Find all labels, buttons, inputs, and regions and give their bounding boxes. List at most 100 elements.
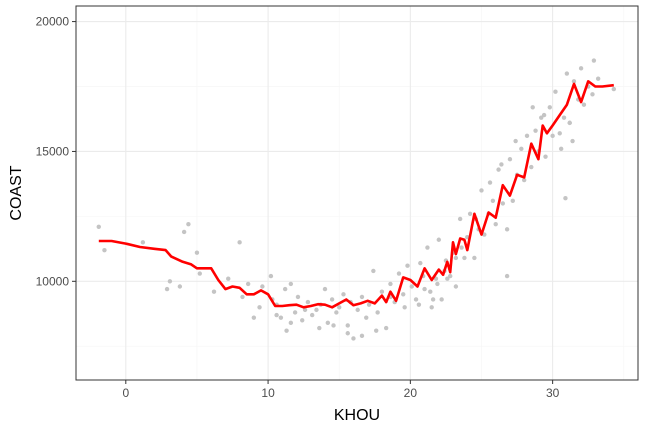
data-point: [140, 240, 146, 245]
data-point: [211, 289, 217, 294]
data-point: [345, 331, 350, 336]
data-point: [388, 281, 393, 287]
y-axis-ticks: 10000 15000 20000: [36, 15, 76, 288]
data-point: [581, 102, 587, 107]
data-point: [371, 268, 376, 274]
data-point: [524, 133, 530, 139]
data-point: [177, 284, 183, 289]
data-point: [226, 276, 231, 281]
data-point: [504, 273, 510, 279]
data-point: [274, 312, 279, 318]
x-tick-label: 30: [546, 386, 560, 400]
data-point: [519, 146, 524, 152]
data-point: [487, 180, 493, 185]
x-tick-label: 0: [122, 386, 129, 400]
data-point: [428, 289, 433, 294]
x-tick-label: 10: [261, 386, 275, 400]
data-point: [396, 271, 402, 276]
data-point: [550, 133, 555, 139]
data-point: [567, 120, 572, 126]
data-point: [260, 284, 265, 289]
data-point: [359, 294, 365, 300]
data-point: [355, 307, 360, 313]
x-tick-label: 20: [404, 386, 418, 400]
data-point: [331, 323, 336, 328]
y-tick-label: 10000: [36, 274, 70, 288]
data-point: [504, 227, 510, 232]
data-point: [553, 89, 558, 94]
data-point: [529, 164, 534, 170]
data-point: [268, 273, 274, 279]
data-point: [436, 237, 442, 242]
data-point: [405, 263, 410, 268]
data-point: [496, 167, 501, 172]
data-point: [467, 211, 473, 216]
data-point: [402, 305, 407, 310]
data-point: [445, 276, 450, 281]
y-tick-label: 20000: [36, 15, 70, 29]
data-point: [416, 302, 422, 307]
data-point: [366, 302, 372, 307]
data-point: [413, 297, 419, 302]
data-point: [102, 247, 107, 253]
data-point: [453, 284, 459, 289]
data-point: [329, 297, 335, 302]
data-point: [530, 105, 535, 110]
data-point: [578, 66, 584, 71]
data-point: [429, 305, 434, 310]
data-point: [322, 286, 328, 292]
data-point: [595, 76, 601, 81]
data-point: [439, 297, 444, 302]
data-point: [490, 198, 496, 203]
data-point: [278, 315, 284, 320]
data-point: [375, 310, 380, 315]
data-point: [611, 86, 617, 92]
data-point: [558, 146, 564, 152]
data-point: [302, 307, 308, 313]
data-point: [472, 255, 477, 261]
data-point: [245, 281, 251, 287]
data-point: [507, 157, 513, 162]
data-point: [425, 245, 430, 250]
data-point: [257, 305, 262, 310]
data-point: [500, 201, 506, 206]
data-point: [309, 312, 315, 318]
data-point: [457, 216, 463, 222]
data-point: [409, 284, 414, 289]
data-point: [96, 224, 101, 229]
data-point: [334, 310, 339, 315]
data-point: [305, 299, 311, 305]
data-point: [374, 328, 379, 333]
data-point: [543, 154, 548, 159]
data-point: [292, 310, 298, 315]
data-point: [237, 240, 242, 245]
data-point: [197, 271, 202, 276]
data-point: [418, 260, 423, 266]
data-point: [401, 292, 406, 297]
data-point: [251, 315, 257, 320]
data-point: [521, 177, 527, 183]
y-axis-title: COAST: [8, 165, 25, 220]
x-axis-title: KHOU: [334, 407, 380, 424]
data-point: [364, 315, 369, 320]
data-point: [430, 297, 436, 302]
data-point: [351, 336, 356, 341]
data-point: [314, 307, 319, 313]
data-point: [453, 255, 459, 261]
data-point: [194, 250, 200, 255]
data-point: [591, 58, 597, 63]
trend-line-layer: [98, 80, 614, 309]
data-point: [571, 79, 577, 84]
data-point: [337, 305, 342, 310]
data-point: [547, 105, 552, 110]
data-point: [341, 292, 346, 297]
y-tick-label: 15000: [36, 144, 70, 158]
data-point: [359, 333, 365, 339]
data-point: [533, 128, 538, 133]
data-point: [541, 112, 547, 118]
data-point: [462, 255, 467, 261]
trend-line: [98, 80, 614, 309]
data-point: [164, 286, 170, 292]
